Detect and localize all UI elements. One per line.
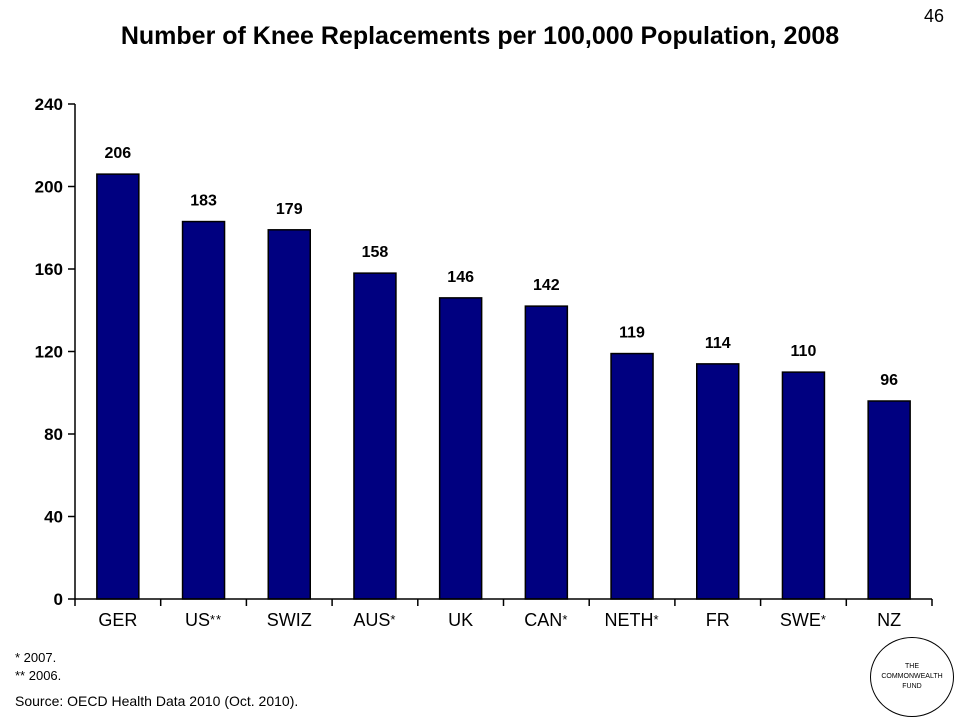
y-tick-label: 120 xyxy=(35,343,63,362)
bar-us xyxy=(181,220,226,600)
bar-swe xyxy=(781,371,826,600)
data-label-ger: 206 xyxy=(104,145,131,162)
data-label-swe: 110 xyxy=(791,343,817,360)
bar-ger xyxy=(96,173,140,600)
footnote-2007: * 2007. xyxy=(15,650,57,665)
logo-line: THE xyxy=(905,663,919,670)
x-tick-label-can: CAN* xyxy=(524,610,568,630)
bar-nz xyxy=(867,400,911,600)
chart-title: Number of Knee Replacements per 100,000 … xyxy=(120,22,840,50)
data-label-us: 183 xyxy=(190,193,217,210)
logo-line: COMMONWEALTH xyxy=(881,673,943,680)
bar-can xyxy=(524,305,569,600)
commonwealth-fund-logo: THE COMMONWEALTH FUND xyxy=(870,637,954,717)
bar-fr xyxy=(696,363,740,600)
data-label-neth: 119 xyxy=(619,325,645,342)
data-label-fr: 114 xyxy=(705,335,731,352)
source-note: Source: OECD Health Data 2010 (Oct. 2010… xyxy=(15,693,299,709)
y-tick-label: 200 xyxy=(35,178,63,197)
x-tick-label-us: US** xyxy=(185,610,222,630)
y-tick-label: 0 xyxy=(54,590,63,609)
x-tick-label-ger: GER xyxy=(98,610,137,630)
data-label-can: 142 xyxy=(533,277,560,294)
bar-aus xyxy=(353,272,397,600)
y-tick-label: 160 xyxy=(35,260,63,279)
x-tick-label-neth: NETH* xyxy=(605,610,660,630)
data-label-nz: 96 xyxy=(880,372,898,389)
x-tick-label-fr: FR xyxy=(706,610,730,630)
x-tick-label-uk: UK xyxy=(448,610,473,630)
slide-number: 46 xyxy=(923,6,944,26)
bar-swiz xyxy=(267,229,311,600)
x-tick-label-swe: SWE* xyxy=(780,610,827,630)
data-label-aus: 158 xyxy=(362,244,389,261)
y-tick-label: 80 xyxy=(44,425,63,444)
bar-uk xyxy=(438,297,483,600)
y-tick-label: 40 xyxy=(44,508,63,527)
data-label-uk: 146 xyxy=(447,269,474,286)
bar-neth xyxy=(610,352,654,600)
x-tick-label-aus: AUS* xyxy=(353,610,396,630)
x-tick-label-nz: NZ xyxy=(877,610,901,630)
y-tick-label: 240 xyxy=(35,95,63,114)
data-label-swiz: 179 xyxy=(276,201,303,218)
footnote-2006: ** 2006. xyxy=(15,668,62,683)
logo-line: FUND xyxy=(902,683,922,690)
x-tick-label-swiz: SWIZ xyxy=(267,610,312,630)
